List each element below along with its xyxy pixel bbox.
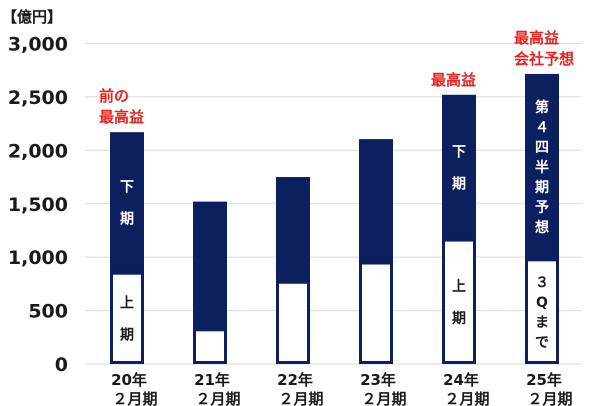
in-bar-label: ４ — [535, 120, 549, 136]
in-bar-label: 第 — [535, 99, 549, 116]
bar-segment-下期 — [276, 177, 310, 283]
bar-segment-下期 — [442, 94, 476, 241]
x-tick-label: 23年 — [360, 371, 396, 389]
in-bar-label: 期 — [120, 328, 134, 344]
in-bar-label: 下 — [452, 144, 466, 160]
in-bar-label: 期 — [120, 212, 134, 228]
y-tick-label: 0 — [55, 354, 68, 376]
in-bar-label: Q — [536, 295, 548, 311]
in-bar-label: 上 — [120, 296, 134, 312]
y-tick-label: 1,000 — [8, 247, 68, 269]
y-tick-label: 2,000 — [8, 140, 68, 162]
in-bar-label: ま — [535, 315, 549, 331]
x-tick-label: ２月期 — [195, 390, 240, 406]
y-tick-label: 3,000 — [8, 34, 68, 56]
in-bar-label: 期 — [535, 180, 549, 196]
in-bar-label: 期 — [452, 176, 466, 192]
in-bar-label: 予 — [535, 200, 549, 216]
bar-segment-上期 — [525, 258, 559, 364]
x-tick-label: 20年 — [111, 371, 147, 389]
x-tick-label: ２月期 — [444, 390, 489, 406]
y-tick-label: 2,500 — [8, 87, 68, 109]
annotation: 最高益 — [514, 29, 559, 47]
in-bar-label: 想 — [534, 219, 549, 236]
x-tick-label: 22年 — [277, 371, 313, 389]
bar-segment-上期 — [442, 238, 476, 364]
in-bar-label: 期 — [452, 311, 466, 327]
bar-segment-下期 — [110, 132, 144, 274]
unit-label: 【億円】 — [2, 8, 62, 26]
in-bar-label: ３ — [535, 275, 549, 291]
annotation: 最高益 — [431, 71, 476, 89]
y-tick-label: 500 — [28, 301, 68, 323]
y-tick-label: 1,500 — [8, 194, 68, 216]
x-tick-label: ２月期 — [361, 390, 406, 406]
annotation: 会社予想 — [514, 50, 574, 68]
bar-segment-上期 — [110, 271, 144, 365]
bar-segment-下期 — [525, 73, 559, 260]
annotation: 最高益 — [99, 108, 144, 126]
bar-segment-上期 — [193, 328, 227, 364]
bar-segment-上期 — [359, 261, 393, 365]
x-tick-label: ２月期 — [527, 390, 572, 406]
in-bar-label: 半 — [535, 159, 549, 176]
x-tick-label: ２月期 — [112, 390, 157, 406]
in-bar-label: 下 — [120, 180, 134, 196]
in-bar-label: 四 — [535, 140, 549, 156]
bar-segment-下期 — [193, 201, 227, 330]
x-tick-label: 21年 — [194, 371, 230, 389]
in-bar-label: で — [535, 335, 549, 351]
annotation: 前の — [99, 87, 129, 105]
x-tick-label: 25年 — [526, 371, 562, 389]
bar-segment-上期 — [276, 280, 310, 364]
in-bar-label: 上 — [452, 279, 466, 295]
x-tick-label: 24年 — [443, 371, 479, 389]
bar-segment-下期 — [359, 139, 393, 264]
x-tick-label: ２月期 — [278, 390, 323, 406]
